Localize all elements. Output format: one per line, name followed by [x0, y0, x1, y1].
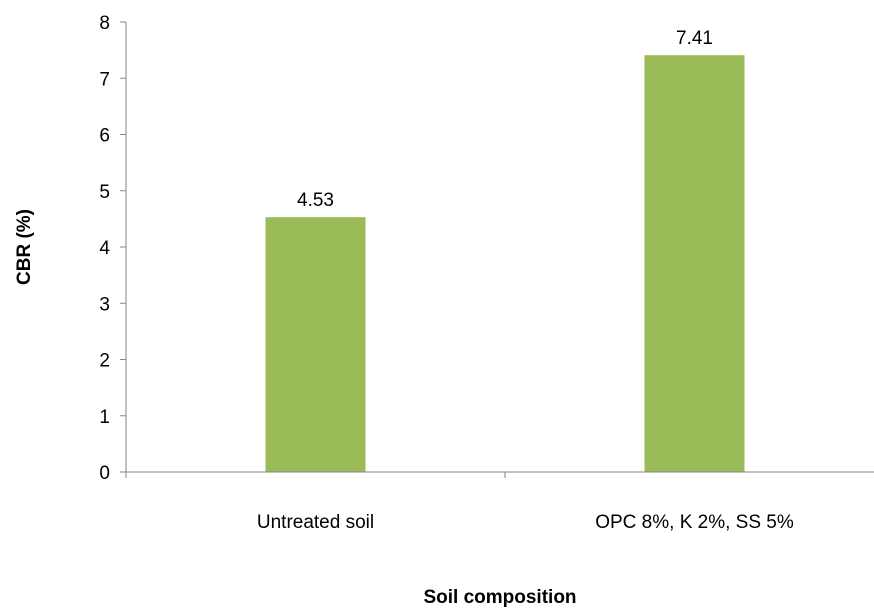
y-tick-label: 2	[99, 351, 110, 372]
x-axis-ticks: Untreated soil OPC 8%, K 2%, SS 5%	[125, 472, 794, 533]
y-tick-label: 8	[99, 13, 110, 34]
x-tick-label: Untreated soil	[257, 512, 374, 533]
bar	[265, 217, 366, 472]
x-tick-label: OPC 8%, K 2%, SS 5%	[595, 512, 794, 533]
bar	[644, 55, 745, 472]
y-tick-label: 7	[99, 69, 110, 90]
bars	[265, 55, 745, 472]
data-label: 4.53	[297, 190, 334, 211]
y-tick-label: 6	[99, 126, 110, 147]
data-label: 7.41	[676, 28, 713, 49]
y-axis-ticks: 0 1 2 3 4 5 6 7 8	[99, 13, 126, 484]
data-labels: 4.53 7.41	[297, 28, 713, 211]
y-tick-label: 0	[99, 463, 110, 484]
y-tick-label: 1	[99, 407, 110, 428]
x-axis-title: Soil composition	[423, 587, 576, 608]
y-tick-label: 5	[99, 182, 110, 203]
y-axis-title: CBR (%)	[14, 209, 35, 285]
y-tick-label: 4	[99, 238, 110, 259]
y-tick-label: 3	[99, 294, 110, 315]
